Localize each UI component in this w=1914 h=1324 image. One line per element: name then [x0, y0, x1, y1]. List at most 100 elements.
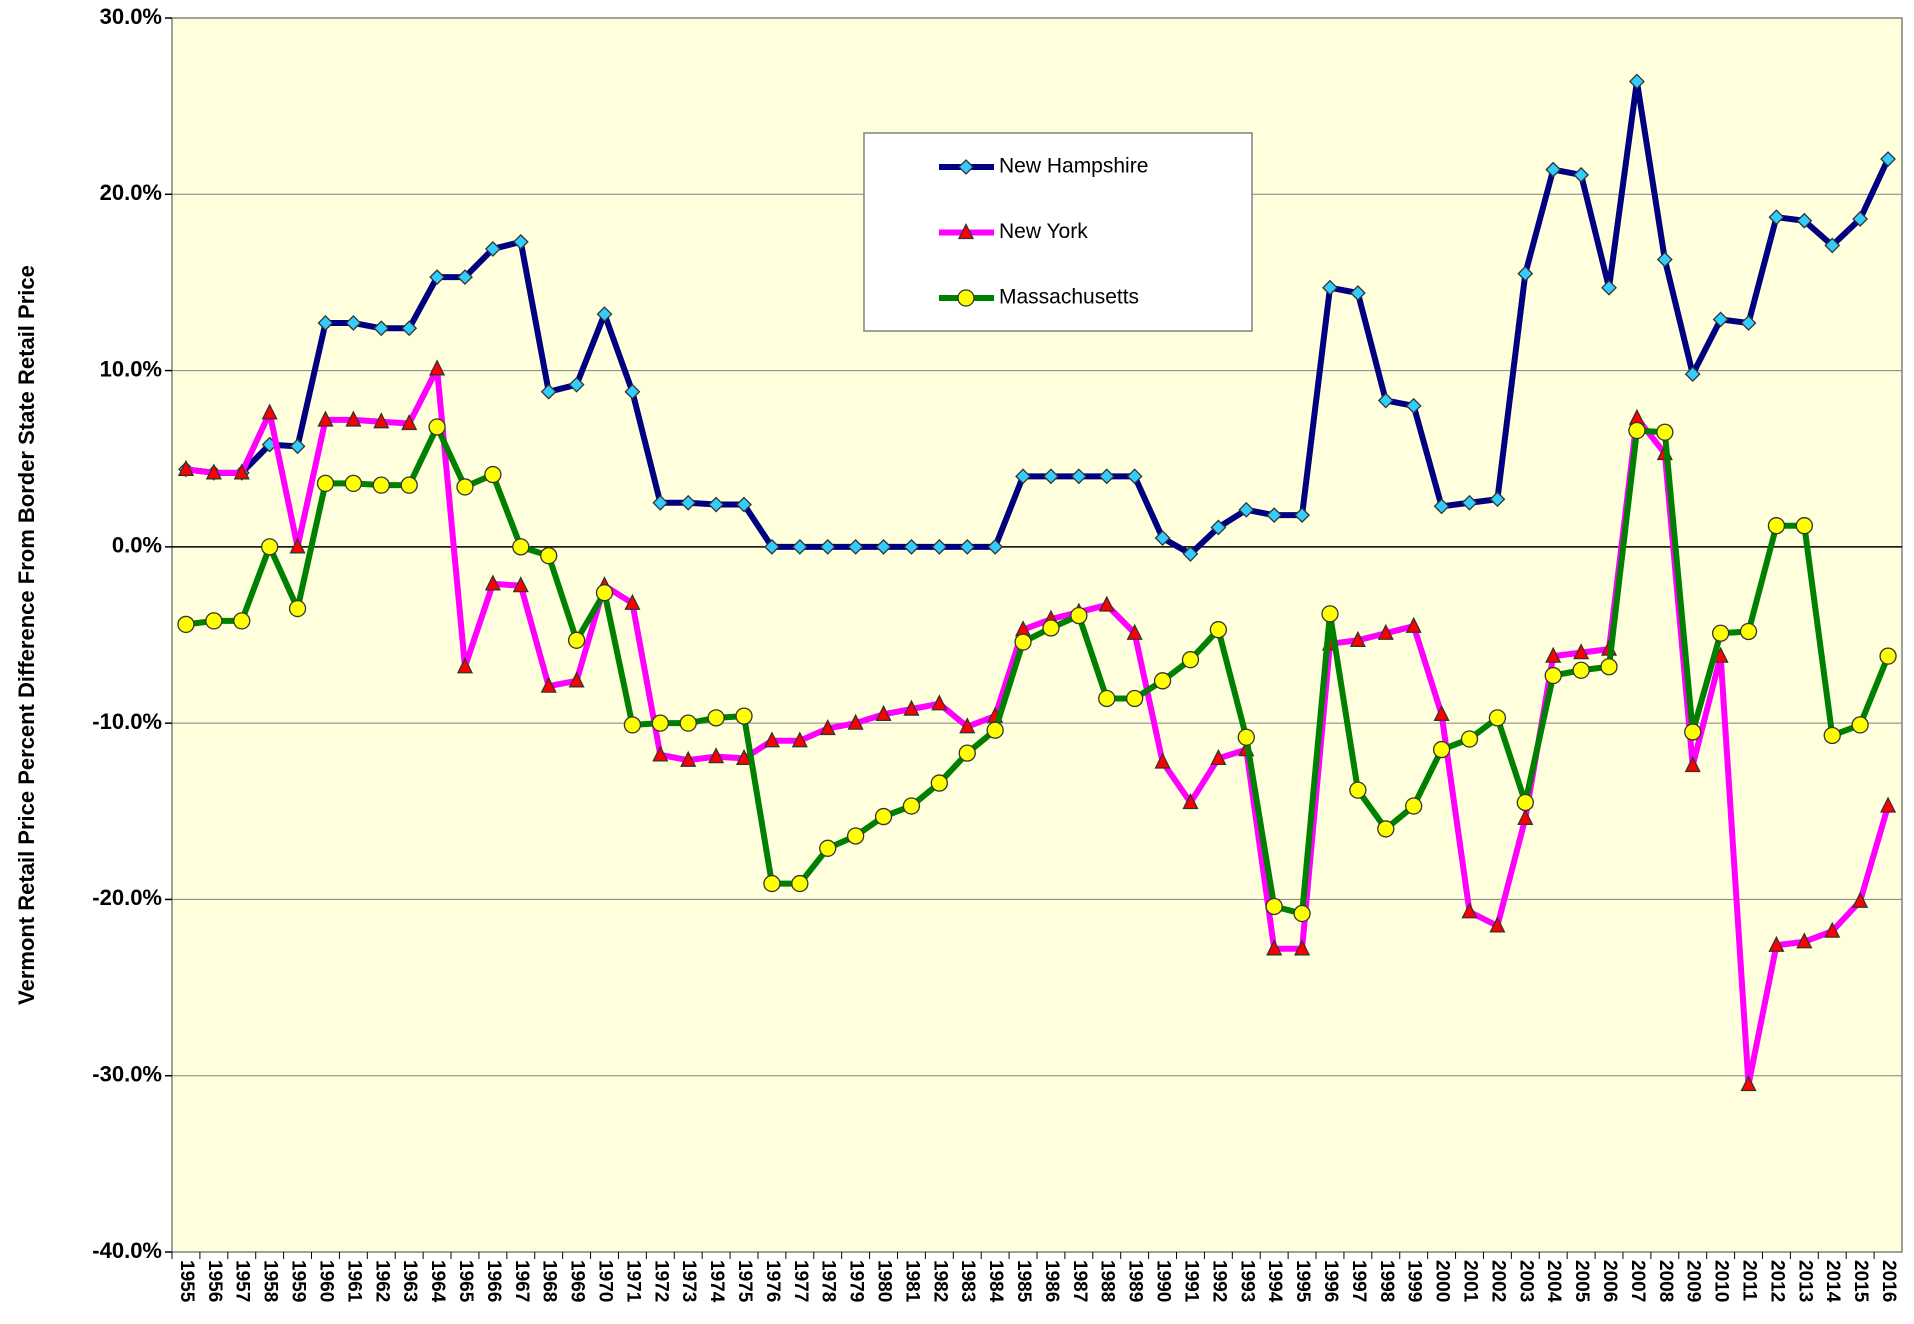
point-marker — [791, 538, 808, 555]
point-marker — [1349, 285, 1366, 301]
point-marker — [1796, 932, 1813, 949]
y-tick-label: 0.0% — [112, 533, 162, 558]
point-marker — [819, 718, 836, 736]
point-marker — [1294, 939, 1311, 956]
point-marker — [233, 463, 250, 480]
x-tick-label: 1980 — [874, 1260, 895, 1302]
point-marker — [345, 315, 362, 331]
point-marker — [1405, 616, 1422, 633]
point-marker — [987, 538, 1004, 555]
legend-marker — [957, 289, 975, 307]
point-marker — [1015, 468, 1031, 485]
point-marker — [1098, 595, 1115, 612]
point-marker — [623, 716, 642, 734]
x-tick-label: 1988 — [1097, 1260, 1118, 1302]
point-marker — [875, 538, 892, 555]
point-marker — [1070, 606, 1088, 625]
x-tick-label: 1963 — [399, 1260, 420, 1302]
point-marker — [1432, 740, 1451, 759]
point-marker — [1265, 897, 1283, 916]
point-marker — [1460, 730, 1479, 748]
point-marker — [903, 699, 920, 716]
x-tick-label: 1993 — [1236, 1260, 1257, 1302]
point-marker — [1126, 468, 1143, 485]
point-marker — [902, 797, 921, 815]
point-marker — [177, 615, 195, 634]
point-marker — [1545, 161, 1562, 178]
point-marker — [931, 694, 948, 711]
point-marker — [457, 269, 473, 286]
x-tick-label: 1996 — [1320, 1260, 1341, 1302]
point-marker — [1014, 633, 1032, 651]
point-marker — [1433, 704, 1450, 721]
y-tick-label: 20.0% — [100, 180, 162, 205]
point-marker — [763, 874, 781, 893]
x-tick-label: 1990 — [1153, 1260, 1174, 1302]
point-marker — [1126, 623, 1143, 640]
point-marker — [1293, 904, 1311, 923]
x-tick-label: 1962 — [371, 1260, 392, 1302]
point-marker — [1768, 209, 1785, 226]
point-marker — [1266, 939, 1283, 956]
point-marker — [1879, 647, 1897, 665]
x-tick-label: 2015 — [1850, 1260, 1871, 1303]
point-marker — [875, 704, 892, 721]
point-marker — [233, 612, 251, 630]
x-tick-label: 1958 — [260, 1260, 281, 1302]
x-tick-label: 1970 — [594, 1260, 615, 1302]
point-marker — [596, 306, 613, 323]
point-marker — [1740, 1075, 1757, 1092]
x-tick-label: 1983 — [957, 1260, 978, 1302]
legend-label: New Hampshire — [999, 155, 1148, 178]
point-marker — [846, 827, 865, 845]
point-marker — [819, 839, 837, 857]
point-marker — [1740, 315, 1757, 331]
point-marker — [401, 414, 418, 431]
point-marker — [344, 474, 363, 493]
x-tick-label: 1957 — [232, 1260, 253, 1302]
x-tick-label: 1966 — [483, 1260, 504, 1302]
point-marker — [288, 599, 307, 618]
x-tick-label: 1995 — [1292, 1260, 1313, 1303]
x-tick-label: 1986 — [1041, 1260, 1062, 1302]
x-tick-label: 1991 — [1180, 1260, 1201, 1303]
point-marker — [512, 233, 529, 250]
x-tick-label: 1985 — [1013, 1260, 1034, 1303]
point-marker — [959, 538, 976, 555]
x-tick-label: 2009 — [1683, 1260, 1704, 1302]
point-marker — [1852, 891, 1869, 908]
x-tick-label: 2016 — [1878, 1260, 1899, 1302]
point-marker — [1545, 646, 1562, 663]
point-marker — [540, 676, 557, 693]
point-marker — [763, 731, 780, 748]
x-tick-label: 2012 — [1766, 1260, 1787, 1302]
point-marker — [1768, 935, 1785, 952]
point-marker — [679, 714, 697, 732]
x-tick-label: 1999 — [1404, 1260, 1425, 1302]
legend-box — [863, 132, 1253, 332]
point-marker — [317, 410, 334, 427]
x-tick-label: 2002 — [1487, 1260, 1508, 1302]
point-marker — [708, 747, 725, 764]
x-tick-label: 2010 — [1711, 1260, 1732, 1302]
point-marker — [345, 410, 362, 427]
point-marker — [205, 463, 222, 480]
point-marker — [1042, 619, 1060, 637]
point-marker — [1684, 723, 1702, 741]
legend-marker — [958, 159, 974, 175]
x-tick-label: 2007 — [1627, 1260, 1648, 1302]
point-marker — [707, 709, 725, 727]
point-marker — [456, 657, 474, 674]
point-marker — [1433, 498, 1450, 515]
point-marker — [735, 707, 753, 725]
point-marker — [931, 538, 948, 555]
point-marker — [1489, 491, 1506, 508]
point-marker — [568, 671, 585, 688]
x-tick-label: 2011 — [1739, 1260, 1760, 1302]
point-marker — [847, 538, 864, 555]
point-marker — [177, 459, 195, 476]
x-tick-label: 1984 — [985, 1260, 1006, 1303]
y-tick-label: 10.0% — [100, 356, 162, 381]
point-marker — [1684, 366, 1701, 383]
point-marker — [484, 465, 502, 484]
